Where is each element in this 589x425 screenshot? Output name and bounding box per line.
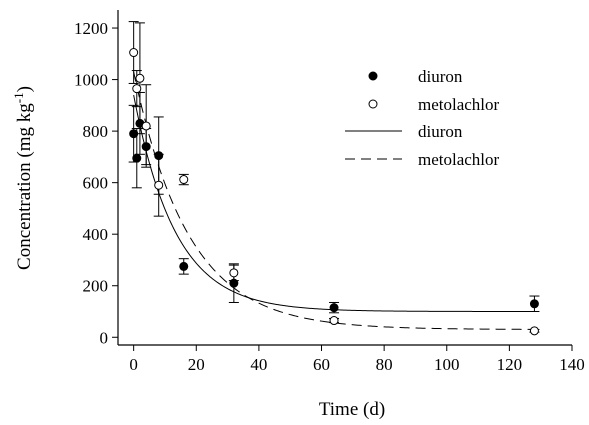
y-tick-label: 800: [83, 122, 109, 141]
legend: diuron metolachlor diuron metolachlor: [345, 67, 500, 169]
fit-curve-diuron: [133, 94, 535, 312]
plot-axes: [117, 10, 572, 346]
x-tick-label: 0: [129, 355, 138, 374]
y-tick-label: 1200: [74, 19, 108, 38]
legend-label-metolachlor-fit: metolachlor: [418, 150, 500, 169]
y-axis-ticks: 0 200 400 600 800 1000 1200: [74, 19, 118, 347]
y-axis-title: Concentration (mg kg-1): [11, 86, 35, 270]
legend-label-metolachlor-points: metolachlor: [418, 95, 500, 114]
legend-marker-metolachlor: [368, 99, 378, 109]
x-tick-label: 20: [188, 355, 205, 374]
y-tick-label: 0: [100, 328, 109, 347]
data-points: [129, 48, 539, 336]
data-point-metolachlor: [179, 175, 189, 185]
y-axis-title-main: Concentration (mg kg: [14, 103, 35, 270]
data-point-metolachlor: [141, 121, 151, 131]
data-point-metolachlor: [154, 180, 164, 190]
y-axis-title-superscript: -1: [11, 92, 26, 103]
data-point-metolachlor: [135, 73, 145, 83]
data-point-diuron: [154, 151, 164, 161]
data-point-diuron: [132, 153, 142, 163]
data-point-metolachlor: [529, 326, 539, 336]
data-point-metolachlor: [229, 268, 239, 278]
data-point-diuron: [329, 303, 339, 313]
data-point-metolachlor: [129, 48, 139, 58]
x-tick-label: 40: [250, 355, 267, 374]
legend-label-diuron-fit: diuron: [418, 122, 463, 141]
x-tick-label: 60: [313, 355, 330, 374]
data-point-diuron: [229, 278, 239, 288]
y-tick-label: 1000: [74, 71, 108, 90]
legend-label-diuron-points: diuron: [418, 67, 463, 86]
x-tick-label: 120: [497, 355, 523, 374]
x-tick-label: 100: [434, 355, 460, 374]
y-tick-label: 400: [83, 225, 109, 244]
data-point-diuron: [529, 299, 539, 309]
data-point-diuron: [129, 129, 139, 139]
error-bars: [128, 21, 540, 333]
data-point-diuron: [141, 142, 151, 152]
data-point-diuron: [179, 261, 189, 271]
fit-curve-metolachlor: [133, 71, 535, 330]
x-tick-label: 80: [376, 355, 393, 374]
legend-marker-diuron: [368, 71, 378, 81]
x-tick-label: 140: [559, 355, 585, 374]
data-point-metolachlor: [132, 84, 142, 94]
y-tick-label: 600: [83, 174, 109, 193]
x-axis-title: Time (d): [319, 399, 385, 420]
y-axis-title-close: ): [14, 86, 35, 92]
x-axis-ticks: 0 20 40 60 80 100 120 140: [129, 345, 585, 374]
data-point-metolachlor: [329, 316, 339, 326]
y-tick-label: 200: [83, 277, 109, 296]
